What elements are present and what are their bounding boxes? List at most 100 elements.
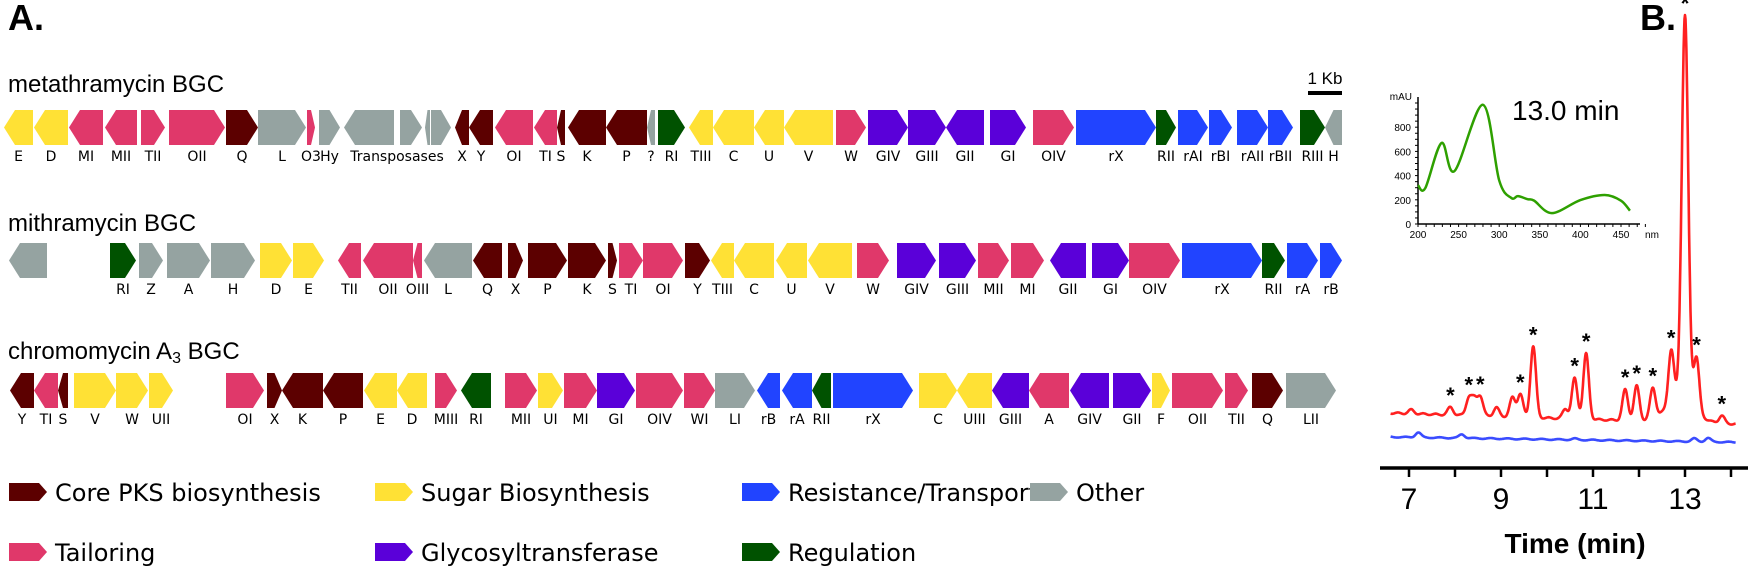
gene-label: GI xyxy=(1103,282,1118,298)
gene-label: rX xyxy=(1214,282,1230,298)
gene-arrow-E xyxy=(293,243,324,278)
gene-arrow-OI xyxy=(495,110,533,145)
gene-label: X xyxy=(457,149,467,165)
gene-arrow-GIV xyxy=(868,110,908,145)
gene-label: X xyxy=(270,412,280,428)
gene-arrow-TI xyxy=(619,243,643,278)
gene-label: rB xyxy=(1323,282,1338,298)
gene-label: RII xyxy=(1265,282,1283,298)
gene-arrow-Q xyxy=(473,243,502,278)
gene-arrow-W xyxy=(836,110,866,145)
gene-arrow-TII xyxy=(338,243,361,278)
gene-arrow-TI xyxy=(34,373,58,408)
gene-arrow-OI xyxy=(643,243,683,278)
gene-row: Y TI S V W UII OI X K P E D MIII RI MII UI MI GI OIV WI LI rB… xyxy=(10,373,1336,428)
inset-x-tick-label: 450 xyxy=(1613,230,1630,241)
legend-swatch xyxy=(742,543,780,561)
gene-arrow-S xyxy=(557,110,565,145)
gene-label: OIV xyxy=(647,412,672,428)
peak-asterisk: * xyxy=(1582,329,1591,354)
x-tick-label: 11 xyxy=(1577,483,1608,516)
legend-swatch xyxy=(9,543,47,561)
red-trace xyxy=(1389,13,1737,426)
gene-arrow-MI xyxy=(69,110,103,145)
gene-label: OI xyxy=(237,412,252,428)
cluster-title-mithramycin: mithramycin BGC xyxy=(8,210,196,237)
gene-label: TIII xyxy=(690,149,712,165)
legend-swatch xyxy=(9,483,47,501)
peak-asterisk: * xyxy=(1476,372,1485,397)
uv-spectrum-line xyxy=(1417,103,1631,215)
gene-label: RIII xyxy=(1301,149,1323,165)
gene-label: TI xyxy=(624,282,638,298)
gene-arrow-RII xyxy=(1156,110,1176,145)
gene-label: Q xyxy=(1262,412,1273,428)
gene-arrow-TI xyxy=(534,110,557,145)
peak-asterisk: * xyxy=(1529,322,1538,347)
gene-arrow-RI xyxy=(461,373,491,408)
inset-x-tick-label: 250 xyxy=(1450,230,1467,241)
gene-arrow-P xyxy=(323,373,363,408)
gene-label: OIV xyxy=(1041,149,1066,165)
gene-arrow-D xyxy=(34,110,68,145)
peak-asterisk: * xyxy=(1681,0,1690,16)
gene-arrow-O3 xyxy=(307,110,315,145)
x-axis-title: Time (min) xyxy=(1504,528,1645,559)
scale-bar-label: 1 Kb xyxy=(1308,69,1343,88)
gene-label: OII xyxy=(187,149,206,165)
gene-label: A xyxy=(1044,412,1054,428)
peak-asterisk: * xyxy=(1446,383,1455,408)
gene-arrow-MI xyxy=(1011,243,1044,278)
gene-arrow-E xyxy=(4,110,33,145)
peak-asterisk: * xyxy=(1667,326,1676,351)
gene-arrow-rBI xyxy=(1209,110,1232,145)
gene-arrow-K xyxy=(568,243,606,278)
legend-swatch xyxy=(375,483,413,501)
gene-arrow-E xyxy=(364,373,397,408)
gene-label: MII xyxy=(511,412,531,428)
inset-y-tick-label: 800 xyxy=(1394,123,1411,134)
gene-label: Y xyxy=(692,282,702,298)
gene-arrow-MI xyxy=(564,373,597,408)
gene-arrow-TII xyxy=(1225,373,1248,408)
gene-label: GIII xyxy=(915,149,938,165)
gene-arrow-L xyxy=(424,243,472,278)
gene-arrow-OIII xyxy=(413,243,422,278)
gene-label: W xyxy=(866,282,880,298)
gene-arrow-rA xyxy=(782,373,812,408)
gene-arrow-UII xyxy=(149,373,173,408)
gene-label: MI xyxy=(572,412,588,428)
gene-label: rA xyxy=(1295,282,1311,298)
gene-label: H xyxy=(228,282,239,298)
gene-label: rA xyxy=(789,412,805,428)
gene-arrow-D xyxy=(397,373,427,408)
gene-arrow-Y xyxy=(469,110,493,145)
gene-label: Y xyxy=(476,149,486,165)
gene-label: P xyxy=(622,149,630,165)
gene-arrow-Q xyxy=(226,110,258,145)
gene-label: UIII xyxy=(963,412,986,428)
gene-arrow-H xyxy=(211,243,255,278)
legend-label: Glycosyltransferase xyxy=(421,539,658,567)
gene-arrow-D xyxy=(260,243,292,278)
inset-x-tick-label: 350 xyxy=(1531,230,1548,241)
gene-label: L xyxy=(278,149,286,165)
gene-arrow-Hy xyxy=(319,110,340,145)
legend: Core PKS biosynthesis Sugar Biosynthesis R… xyxy=(9,479,1144,567)
gene-arrow-V xyxy=(808,243,852,278)
legend-label: Tailoring xyxy=(54,539,155,567)
legend-item-other: Other xyxy=(1030,479,1144,507)
legend-item-glyco: Glycosyltransferase xyxy=(375,539,658,567)
peak-asterisk: * xyxy=(1692,332,1701,357)
gene-arrow-F xyxy=(1152,373,1170,408)
gene-arrow-rAI xyxy=(1178,110,1208,145)
gene-label: V xyxy=(825,282,835,298)
gene-label: GIII xyxy=(946,282,969,298)
gene-arrow-X xyxy=(455,110,469,145)
inset-x-tick-label: 300 xyxy=(1491,230,1508,241)
gene-arrow-rB xyxy=(1320,243,1342,278)
gene-arrow-U xyxy=(754,110,784,145)
peak-asterisk: * xyxy=(1570,354,1579,379)
